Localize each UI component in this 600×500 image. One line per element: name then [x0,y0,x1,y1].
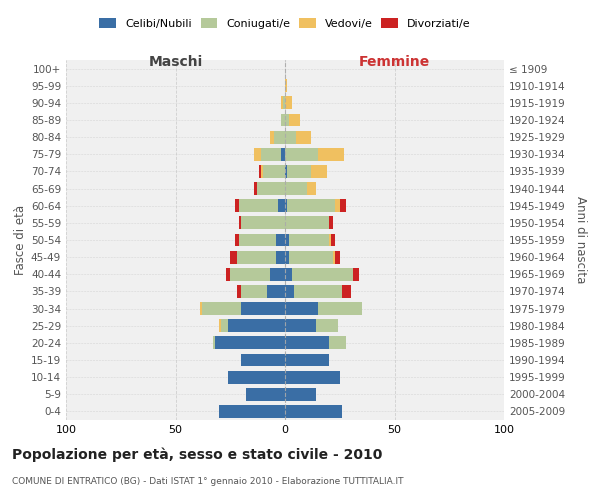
Bar [333,250,335,264]
Bar [237,250,276,264]
Bar [285,354,329,366]
Bar [226,268,230,280]
Bar [289,250,333,264]
Bar [239,200,278,212]
Bar [276,234,285,246]
Bar [269,130,274,143]
Bar [318,302,362,315]
Bar [254,182,257,195]
Bar [285,336,329,349]
Bar [289,234,329,246]
Bar [254,148,261,160]
Bar [220,320,221,332]
Text: Femmine: Femmine [359,54,430,68]
Bar [285,165,287,178]
Bar [285,216,329,230]
Bar [221,320,228,332]
Bar [294,285,342,298]
Bar [289,114,301,126]
Bar [287,165,311,178]
Bar [283,96,285,110]
Bar [285,200,287,212]
Bar [213,336,215,349]
Bar [353,268,359,280]
Bar [342,285,350,298]
Bar [220,405,285,418]
Bar [285,405,342,418]
Bar [307,182,316,195]
Text: COMUNE DI ENTRATICO (BG) - Dati ISTAT 1° gennaio 2010 - Elaborazione TUTTITALIA.: COMUNE DI ENTRATICO (BG) - Dati ISTAT 1°… [12,478,404,486]
Bar [202,302,241,315]
Bar [285,302,318,315]
Y-axis label: Fasce di età: Fasce di età [14,205,27,275]
Bar [215,336,285,349]
Bar [285,114,289,126]
Text: Maschi: Maschi [148,54,203,68]
Bar [200,302,202,315]
Bar [239,216,241,230]
Bar [281,114,285,126]
Bar [276,250,285,264]
Bar [331,234,335,246]
Bar [241,285,268,298]
Bar [335,250,340,264]
Bar [329,336,346,349]
Bar [318,148,344,160]
Bar [316,320,338,332]
Bar [269,268,285,280]
Bar [237,285,241,298]
Bar [285,80,287,92]
Bar [285,130,296,143]
Bar [281,96,283,110]
Bar [287,200,335,212]
Bar [285,388,316,400]
Bar [285,96,292,110]
Bar [239,234,276,246]
Bar [281,148,285,160]
Legend: Celibi/Nubili, Coniugati/e, Vedovi/e, Divorziati/e: Celibi/Nubili, Coniugati/e, Vedovi/e, Di… [96,15,474,32]
Bar [285,285,294,298]
Bar [241,354,285,366]
Bar [292,268,353,280]
Bar [340,200,346,212]
Bar [261,165,263,178]
Bar [285,370,340,384]
Bar [235,200,239,212]
Bar [241,302,285,315]
Bar [235,234,239,246]
Bar [261,148,281,160]
Bar [278,200,285,212]
Bar [263,165,285,178]
Bar [245,388,285,400]
Bar [329,234,331,246]
Bar [241,216,285,230]
Bar [285,268,292,280]
Bar [311,165,326,178]
Bar [329,216,333,230]
Bar [259,165,261,178]
Bar [285,250,289,264]
Bar [285,148,318,160]
Bar [285,182,307,195]
Bar [335,200,340,212]
Bar [228,370,285,384]
Bar [285,320,316,332]
Bar [228,320,285,332]
Bar [285,234,289,246]
Bar [274,130,285,143]
Bar [257,182,285,195]
Bar [268,285,285,298]
Y-axis label: Anni di nascita: Anni di nascita [574,196,587,284]
Bar [230,250,237,264]
Bar [230,268,269,280]
Text: Popolazione per età, sesso e stato civile - 2010: Popolazione per età, sesso e stato civil… [12,448,382,462]
Bar [296,130,311,143]
